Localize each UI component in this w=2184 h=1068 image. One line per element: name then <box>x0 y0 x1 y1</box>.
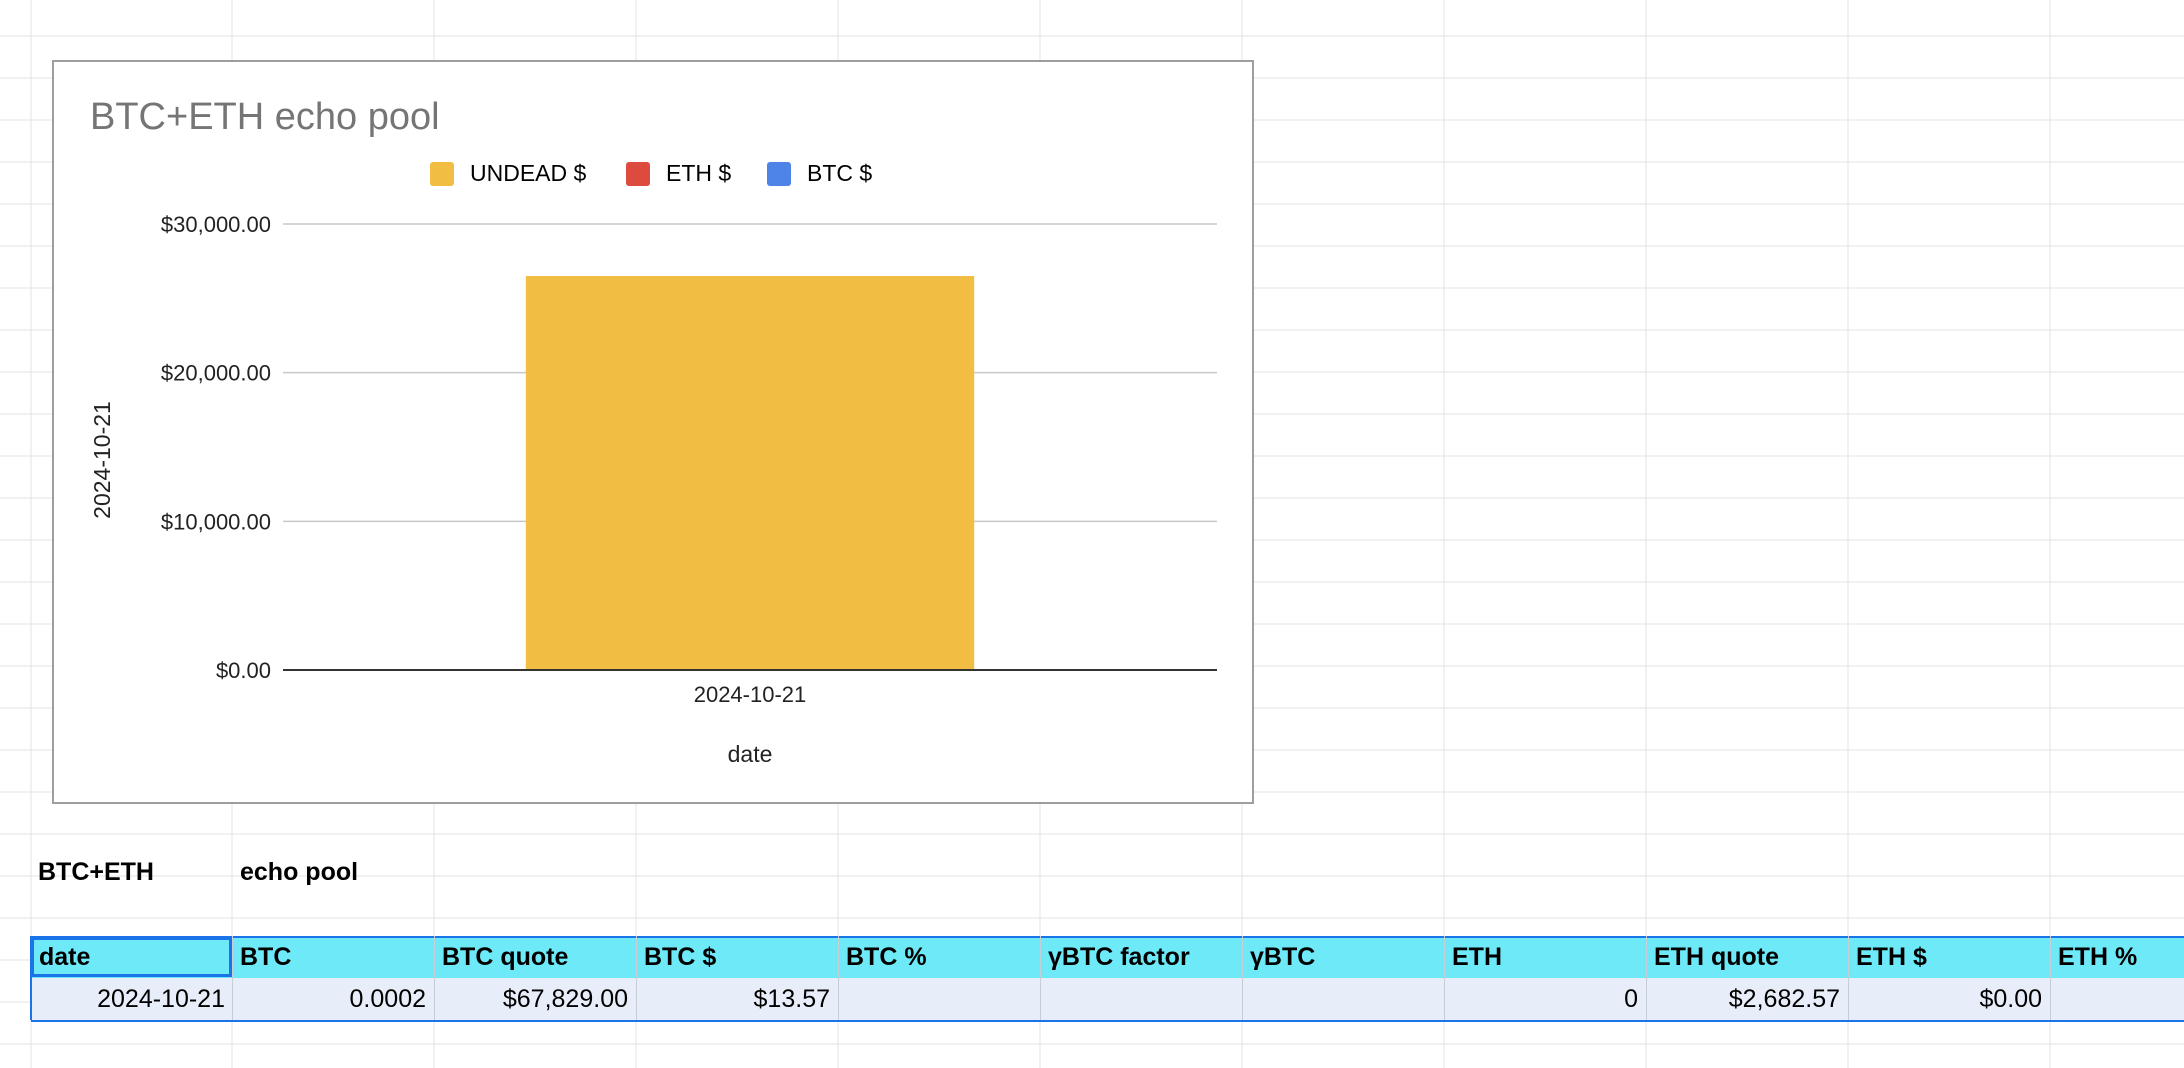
data-cell[interactable]: 2024-10-21 <box>97 985 225 1013</box>
header-cell[interactable]: date <box>39 943 91 971</box>
header-cell[interactable]: BTC quote <box>442 943 569 971</box>
column-separator <box>838 936 839 1020</box>
y-tick-label: $30,000.00 <box>161 212 271 237</box>
header-cell[interactable]: BTC <box>240 943 292 971</box>
table-left-border <box>30 936 32 1020</box>
data-cell[interactable]: 0.0002 <box>349 985 426 1013</box>
legend-label-undead: UNDEAD $ <box>470 160 587 186</box>
legend-item-btc: BTC $ <box>767 160 872 187</box>
column-separator <box>1646 936 1647 1020</box>
data-cell[interactable] <box>838 979 1040 1019</box>
data-cell[interactable]: $67,829.00 <box>502 985 628 1013</box>
y-tick-label: $20,000.00 <box>161 361 271 386</box>
x-axis-title: date <box>728 741 773 767</box>
y-axis-title: 2024-10-21 <box>89 401 115 519</box>
chart-title: BTC+ETH echo pool <box>90 96 440 138</box>
column-separator <box>636 936 637 1020</box>
legend-item-eth: ETH $ <box>626 160 731 187</box>
header-cell[interactable]: BTC % <box>846 943 927 971</box>
column-separator <box>1444 936 1445 1020</box>
data-cell[interactable]: $0.00 <box>1979 985 2042 1013</box>
legend-swatch-btc <box>767 161 791 186</box>
header-cell[interactable]: BTC $ <box>644 943 717 971</box>
header-cell[interactable]: ETH $ <box>1856 943 1927 971</box>
header-cell[interactable]: ETH % <box>2058 943 2138 971</box>
header-cell[interactable]: ETH <box>1452 943 1502 971</box>
legend-label-eth: ETH $ <box>666 160 732 186</box>
data-cell[interactable]: $13.57 <box>753 985 830 1013</box>
column-separator <box>1848 936 1849 1020</box>
y-tick-label: $0.00 <box>216 658 271 683</box>
data-cell[interactable]: $2,682.57 <box>1728 985 1840 1013</box>
column-separator <box>1242 936 1243 1020</box>
legend-label-btc: BTC $ <box>807 160 873 186</box>
data-cell[interactable] <box>1242 979 1444 1019</box>
legend-item-undead: UNDEAD $ <box>430 160 586 187</box>
header-cell[interactable]: ETH quote <box>1654 943 1779 971</box>
bar-undead[interactable] <box>525 276 975 670</box>
y-tick-label: $10,000.00 <box>161 509 271 534</box>
column-separator <box>2050 936 2051 1020</box>
column-separator <box>434 936 435 1020</box>
sheet-label-btc-eth[interactable]: BTC+ETH <box>38 858 154 886</box>
data-cell[interactable] <box>1040 979 1242 1019</box>
header-cell[interactable]: γBTC <box>1250 943 1316 971</box>
header-cell[interactable]: γBTC factor <box>1048 943 1190 971</box>
data-cell[interactable] <box>2050 979 2184 1019</box>
table-row <box>31 978 2184 1022</box>
legend-swatch-eth <box>626 161 650 186</box>
column-separator <box>1040 936 1041 1020</box>
column-separator <box>232 936 233 1020</box>
selected-cell-outline <box>31 937 232 977</box>
x-tick-label: 2024-10-21 <box>694 682 807 707</box>
sheet-label-echo-pool[interactable]: echo pool <box>240 858 359 886</box>
data-cell[interactable]: 0 <box>1624 985 1638 1013</box>
legend-swatch-undead <box>430 161 454 186</box>
